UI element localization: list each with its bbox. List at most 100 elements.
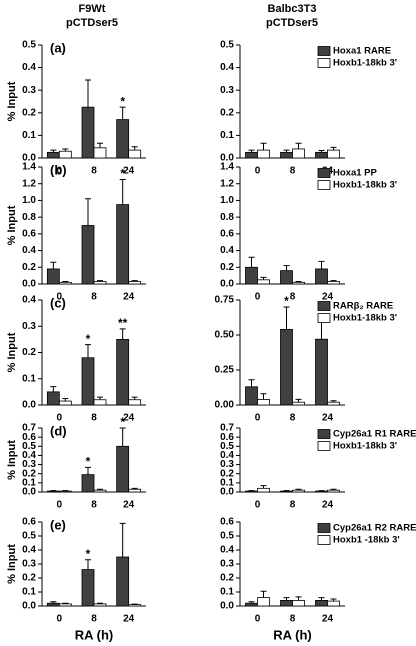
y-tick-label: 0.2 [220,573,234,584]
y-tick-label: 0.0 [220,279,234,290]
bar [58,281,72,285]
y-tick-label: 0.4 [22,450,36,461]
bar [81,474,95,493]
y-tick-label: 0.1 [220,130,234,141]
legend-label: RARβ₂ RARE [333,301,393,312]
y-tick-label: 0.4 [22,245,36,256]
legend-label: Hoxb1-18kb 3' [333,313,397,324]
legend-label: Hoxa1 RARE [333,46,391,57]
y-axis-label: % Input [6,332,18,372]
y-tick-label: 0.4 [220,545,234,556]
error-bar [131,487,138,490]
panel-label: (b) [50,162,67,177]
bar [81,106,95,159]
error-bar [295,488,302,491]
y-tick-label: 0.6 [220,228,234,239]
error-bar [85,559,91,570]
x-tick-label: 8 [290,292,296,303]
x-tick-label: 24 [322,614,334,625]
error-bar [97,142,103,148]
error-bar [248,601,255,604]
error-bar [283,306,290,330]
y-tick-label: 0.4 [22,295,36,306]
y-tick-label: 0.25 [215,365,235,376]
y-axis-label: % Input [6,440,18,480]
legend-swatch [317,58,331,68]
bar [93,489,107,493]
y-tick-label: 0.5 [220,441,234,452]
y-tick-label: 1.4 [22,162,36,173]
bar [93,147,107,159]
y-tick-label: 0.1 [22,477,36,488]
bar [257,149,270,159]
y-tick-label: 0.3 [220,459,234,470]
y-tick-label: 0.8 [220,212,234,223]
column-header: F9Wt [79,3,106,15]
x-tick-label: 8 [91,614,97,625]
y-tick-label: 0.0 [220,153,234,164]
error-bar [260,485,267,489]
x-tick-label: 24 [322,413,334,424]
error-bar [260,142,267,151]
x-tick-label: 8 [91,500,97,511]
error-bar [131,396,138,400]
bar [81,569,95,607]
bar [116,119,130,159]
error-bar [62,148,69,152]
y-tick-label: 0.6 [220,517,234,528]
bar [245,151,258,159]
bar [292,148,305,159]
bar [116,556,130,607]
error-bar [85,198,91,226]
bar [292,489,305,493]
y-tick-label: 0.3 [220,85,234,96]
x-tick-label: 0 [57,413,63,424]
x-tick-label: 8 [290,614,296,625]
bar [327,281,340,285]
y-tick-label: 0.3 [22,559,36,570]
y-tick-label: 0.1 [220,477,234,488]
bar [245,266,258,285]
y-tick-label: 0.7 [220,423,234,434]
bar [58,490,72,493]
bar [93,603,107,607]
legend-swatch [317,441,331,451]
y-tick-label: 0.0 [22,400,36,411]
error-bar [295,280,302,283]
bar [315,338,328,406]
bar [58,150,72,159]
legend-label: Hoxb1-18kb 3' [333,58,397,69]
error-bar [283,149,290,153]
x-tick-label: 8 [91,413,97,424]
error-bar [85,466,91,475]
error-bar [260,393,267,400]
bar [280,600,293,607]
x-tick-label: 0 [57,166,63,177]
legend-label: Cyp26a1 R2 RARE [333,523,416,534]
panel-label: (d) [50,423,67,438]
significance: * [120,415,125,429]
y-tick-label: 0.4 [220,62,234,73]
x-tick-label: 0 [255,292,261,303]
error-bar [131,280,138,282]
error-bar [97,602,103,604]
error-bar [295,596,302,601]
legend-label: Cyp26a1 R1 RARE [333,429,416,440]
x-tick-label: 0 [57,614,63,625]
bar [46,151,60,159]
bar [245,602,258,607]
x-tick-label: 24 [322,500,334,511]
x-tick-label: 24 [123,614,135,625]
y-axis-label: % Input [6,205,18,245]
legend-label: Hoxa1 PP [333,168,377,179]
bar [257,597,270,607]
bar [128,399,142,406]
bar [128,488,142,493]
significance: ** [118,316,128,330]
y-tick-label: 0.0 [22,153,36,164]
error-bar [62,602,69,604]
y-tick-label: 0.4 [22,545,36,556]
y-tick-label: 0.6 [22,517,36,528]
y-tick-label: 0.0 [220,487,234,498]
